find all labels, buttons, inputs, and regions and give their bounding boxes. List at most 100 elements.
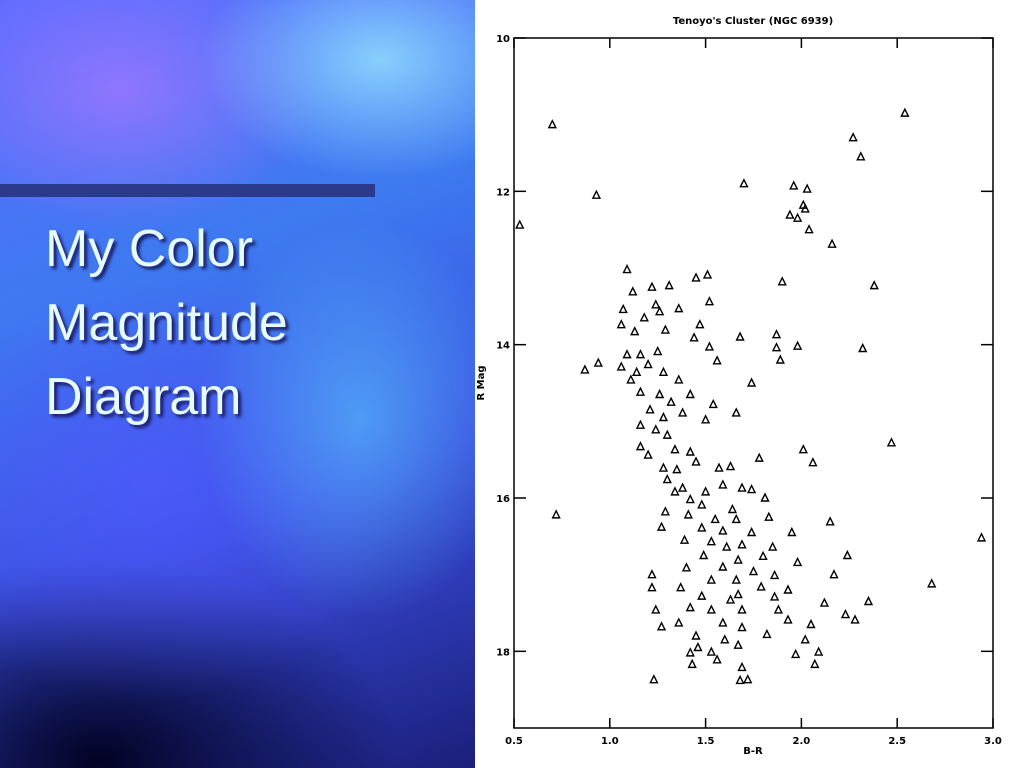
point bbox=[656, 621, 667, 631]
point bbox=[731, 513, 741, 524]
accent-bar bbox=[0, 184, 375, 197]
point bbox=[762, 628, 772, 639]
point bbox=[769, 591, 780, 601]
point bbox=[651, 299, 661, 309]
point bbox=[800, 634, 810, 644]
point bbox=[691, 630, 701, 640]
point bbox=[731, 407, 741, 417]
point bbox=[643, 359, 653, 369]
point bbox=[670, 444, 680, 454]
point bbox=[743, 674, 753, 684]
point bbox=[842, 549, 853, 560]
point bbox=[706, 574, 716, 584]
point bbox=[792, 556, 803, 567]
point bbox=[660, 324, 670, 334]
point bbox=[748, 566, 759, 576]
point bbox=[685, 602, 695, 612]
point bbox=[804, 224, 814, 234]
point bbox=[645, 404, 655, 414]
point bbox=[735, 331, 745, 341]
point bbox=[689, 332, 699, 342]
point bbox=[819, 597, 830, 607]
point bbox=[551, 509, 561, 519]
point bbox=[737, 622, 747, 632]
point bbox=[725, 461, 736, 471]
point bbox=[677, 407, 688, 417]
point bbox=[863, 595, 874, 606]
point bbox=[976, 532, 987, 542]
point bbox=[660, 506, 670, 516]
point bbox=[591, 189, 602, 199]
point bbox=[886, 437, 897, 447]
point bbox=[783, 614, 793, 624]
point bbox=[783, 584, 793, 594]
point bbox=[593, 357, 603, 367]
point bbox=[653, 346, 663, 356]
point bbox=[769, 569, 780, 580]
point bbox=[704, 296, 715, 306]
point bbox=[685, 388, 695, 399]
point bbox=[800, 203, 810, 213]
x-tick-label: 2.5 bbox=[888, 736, 906, 747]
point bbox=[791, 648, 801, 659]
point bbox=[840, 608, 851, 619]
point bbox=[616, 319, 626, 329]
point bbox=[628, 286, 638, 296]
point bbox=[737, 661, 747, 672]
point bbox=[658, 411, 669, 422]
point bbox=[900, 107, 910, 117]
point bbox=[685, 446, 695, 456]
point bbox=[829, 569, 839, 579]
point bbox=[771, 342, 782, 352]
point bbox=[700, 414, 711, 424]
point bbox=[731, 574, 741, 584]
point bbox=[697, 499, 707, 509]
point bbox=[758, 550, 768, 560]
point bbox=[676, 582, 686, 592]
point bbox=[792, 340, 803, 350]
point bbox=[635, 419, 646, 429]
point bbox=[737, 482, 747, 492]
point bbox=[616, 361, 626, 371]
point bbox=[718, 617, 728, 627]
point bbox=[695, 319, 705, 329]
point bbox=[760, 492, 770, 502]
point bbox=[687, 658, 697, 669]
point bbox=[810, 658, 820, 669]
point bbox=[697, 590, 707, 600]
point bbox=[651, 604, 661, 614]
point bbox=[733, 589, 743, 599]
background-panel bbox=[0, 0, 475, 768]
point bbox=[720, 634, 730, 644]
y-tick-label: 18 bbox=[496, 647, 510, 658]
point bbox=[718, 525, 728, 535]
point bbox=[647, 281, 657, 291]
point bbox=[635, 386, 646, 396]
y-tick-label: 14 bbox=[496, 341, 510, 352]
point bbox=[681, 562, 692, 572]
point bbox=[733, 639, 743, 649]
point bbox=[725, 594, 736, 604]
point bbox=[700, 486, 711, 496]
point bbox=[691, 272, 701, 282]
point bbox=[708, 398, 718, 409]
point bbox=[706, 646, 716, 656]
point bbox=[658, 366, 669, 376]
point bbox=[858, 342, 868, 353]
point bbox=[777, 276, 787, 286]
point bbox=[808, 457, 818, 467]
point bbox=[679, 534, 690, 544]
point bbox=[792, 212, 803, 222]
point bbox=[674, 374, 684, 384]
point bbox=[806, 618, 816, 629]
point bbox=[693, 641, 703, 652]
point bbox=[649, 674, 659, 684]
point bbox=[773, 604, 784, 614]
point bbox=[798, 444, 808, 454]
point bbox=[712, 355, 722, 365]
point bbox=[825, 516, 835, 526]
point bbox=[785, 209, 795, 219]
x-tick-label: 0.5 bbox=[505, 736, 523, 747]
point bbox=[827, 238, 837, 248]
